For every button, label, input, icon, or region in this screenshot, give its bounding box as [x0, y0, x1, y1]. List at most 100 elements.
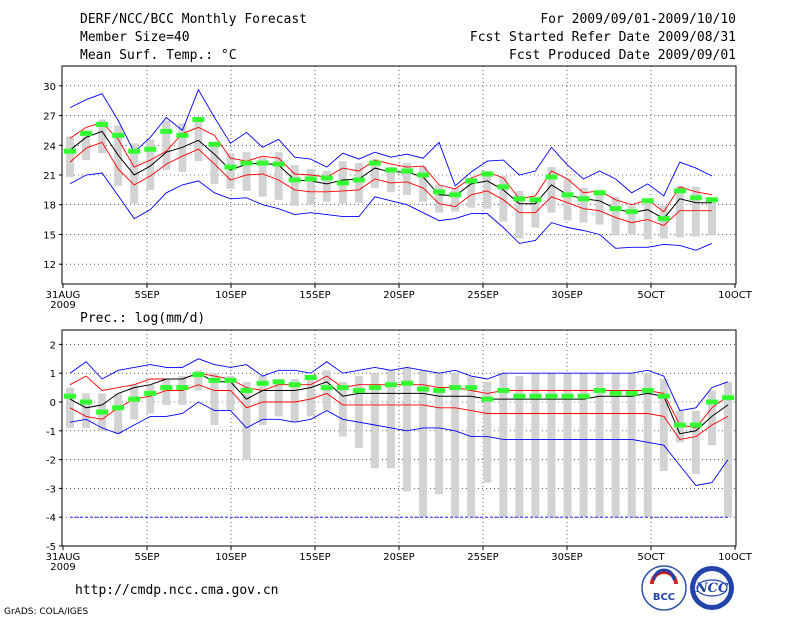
range-bar: [274, 378, 283, 417]
range-bar: [370, 159, 379, 188]
obs-marker: [240, 160, 253, 166]
range-bar: [194, 370, 203, 391]
y-tick-label: -4: [46, 513, 56, 524]
y-tick-label: 21: [43, 171, 56, 182]
x-tick-label: 20SEP: [383, 552, 414, 563]
obs-marker: [689, 422, 702, 428]
obs-marker: [497, 184, 510, 190]
obs-marker: [256, 160, 269, 166]
obs-marker: [449, 385, 462, 391]
ncc-logo-text: NCC: [695, 581, 729, 596]
obs-marker: [721, 395, 734, 401]
x-tick-label: 10OCT: [718, 552, 753, 563]
obs-marker: [625, 390, 638, 396]
obs-marker: [609, 390, 622, 396]
obs-marker: [96, 409, 109, 415]
range-bar: [146, 384, 155, 414]
x-tick-year: 2009: [50, 562, 75, 573]
range-bar: [563, 177, 572, 221]
range-bar: [611, 373, 620, 518]
x-tick-label: 10SEP: [215, 290, 246, 301]
range-bar: [723, 381, 732, 518]
y-tick-label: -3: [46, 484, 56, 495]
obs-marker: [449, 192, 462, 198]
range-bar: [467, 177, 476, 208]
obs-marker: [160, 128, 173, 134]
range-bar: [627, 205, 636, 235]
obs-marker: [272, 379, 285, 385]
precip-title: Prec.: log(mm/d): [80, 311, 205, 326]
obs-marker: [465, 385, 478, 391]
obs-marker: [641, 387, 654, 393]
range-bar: [130, 143, 139, 204]
obs-marker: [625, 209, 638, 215]
obs-marker: [224, 164, 237, 170]
obs-marker: [336, 385, 349, 391]
series-min-line: [69, 172, 713, 251]
header-variable: Mean Surf. Temp.: °C: [80, 48, 237, 63]
range-bar: [483, 171, 492, 209]
obs-marker: [561, 393, 574, 399]
x-tick-label: 25SEP: [467, 552, 498, 563]
range-bar: [467, 376, 476, 518]
range-bar: [691, 186, 700, 237]
obs-marker: [577, 196, 590, 202]
obs-marker: [320, 385, 333, 391]
y-tick-label: 1: [50, 369, 56, 380]
range-bar: [210, 142, 219, 184]
obs-marker: [96, 121, 109, 127]
obs-marker: [401, 168, 414, 174]
obs-marker: [529, 393, 542, 399]
bcc-logo: BCC: [641, 565, 687, 611]
obs-marker: [128, 148, 141, 154]
obs-marker: [112, 405, 125, 411]
range-bar: [82, 393, 91, 428]
range-bar: [547, 167, 556, 213]
range-bar: [130, 384, 139, 420]
range-bar: [515, 376, 524, 518]
header-member-size: Member Size=40: [80, 30, 190, 45]
range-bar: [210, 373, 219, 426]
x-tick-label: 10OCT: [718, 290, 753, 301]
obs-marker: [641, 198, 654, 204]
y-tick-label: 2: [50, 340, 56, 351]
grads-credit: GrADS: COLA/IGES: [4, 607, 88, 617]
obs-marker: [224, 377, 237, 383]
y-tick-label: -5: [46, 542, 56, 553]
bcc-logo-text: BCC: [653, 592, 675, 603]
obs-marker: [192, 372, 205, 378]
obs-marker: [481, 171, 494, 177]
y-tick-label: 18: [43, 201, 56, 212]
obs-marker: [304, 375, 317, 381]
obs-marker: [673, 188, 686, 194]
range-bar: [386, 167, 395, 192]
obs-marker: [352, 177, 365, 183]
obs-marker: [128, 396, 141, 402]
series-p25-line: [69, 384, 729, 440]
obs-marker: [240, 387, 253, 393]
obs-marker: [368, 385, 381, 391]
y-tick-label: -1: [46, 427, 56, 438]
range-bar: [707, 390, 716, 446]
range-bar: [306, 376, 315, 417]
range-bar: [403, 367, 412, 492]
range-bar: [435, 184, 444, 213]
range-bar: [354, 376, 363, 449]
header-start-date: Fcst Started Refer Date 2009/08/31: [470, 30, 736, 45]
series-p25-line: [69, 141, 712, 227]
range-bar: [82, 130, 91, 161]
x-tick-label: 5OCT: [637, 290, 665, 301]
x-tick-label: 5SEP: [134, 290, 159, 301]
range-bar: [290, 165, 299, 206]
range-bar: [98, 119, 107, 154]
obs-marker: [336, 180, 349, 186]
range-bar: [258, 376, 267, 426]
range-bar: [226, 376, 235, 411]
footer-url[interactable]: http://cmdp.ncc.cma.gov.cn: [75, 583, 279, 598]
obs-marker: [657, 216, 670, 222]
range-bar: [306, 169, 315, 205]
obs-marker: [144, 390, 157, 396]
obs-marker: [208, 141, 221, 147]
